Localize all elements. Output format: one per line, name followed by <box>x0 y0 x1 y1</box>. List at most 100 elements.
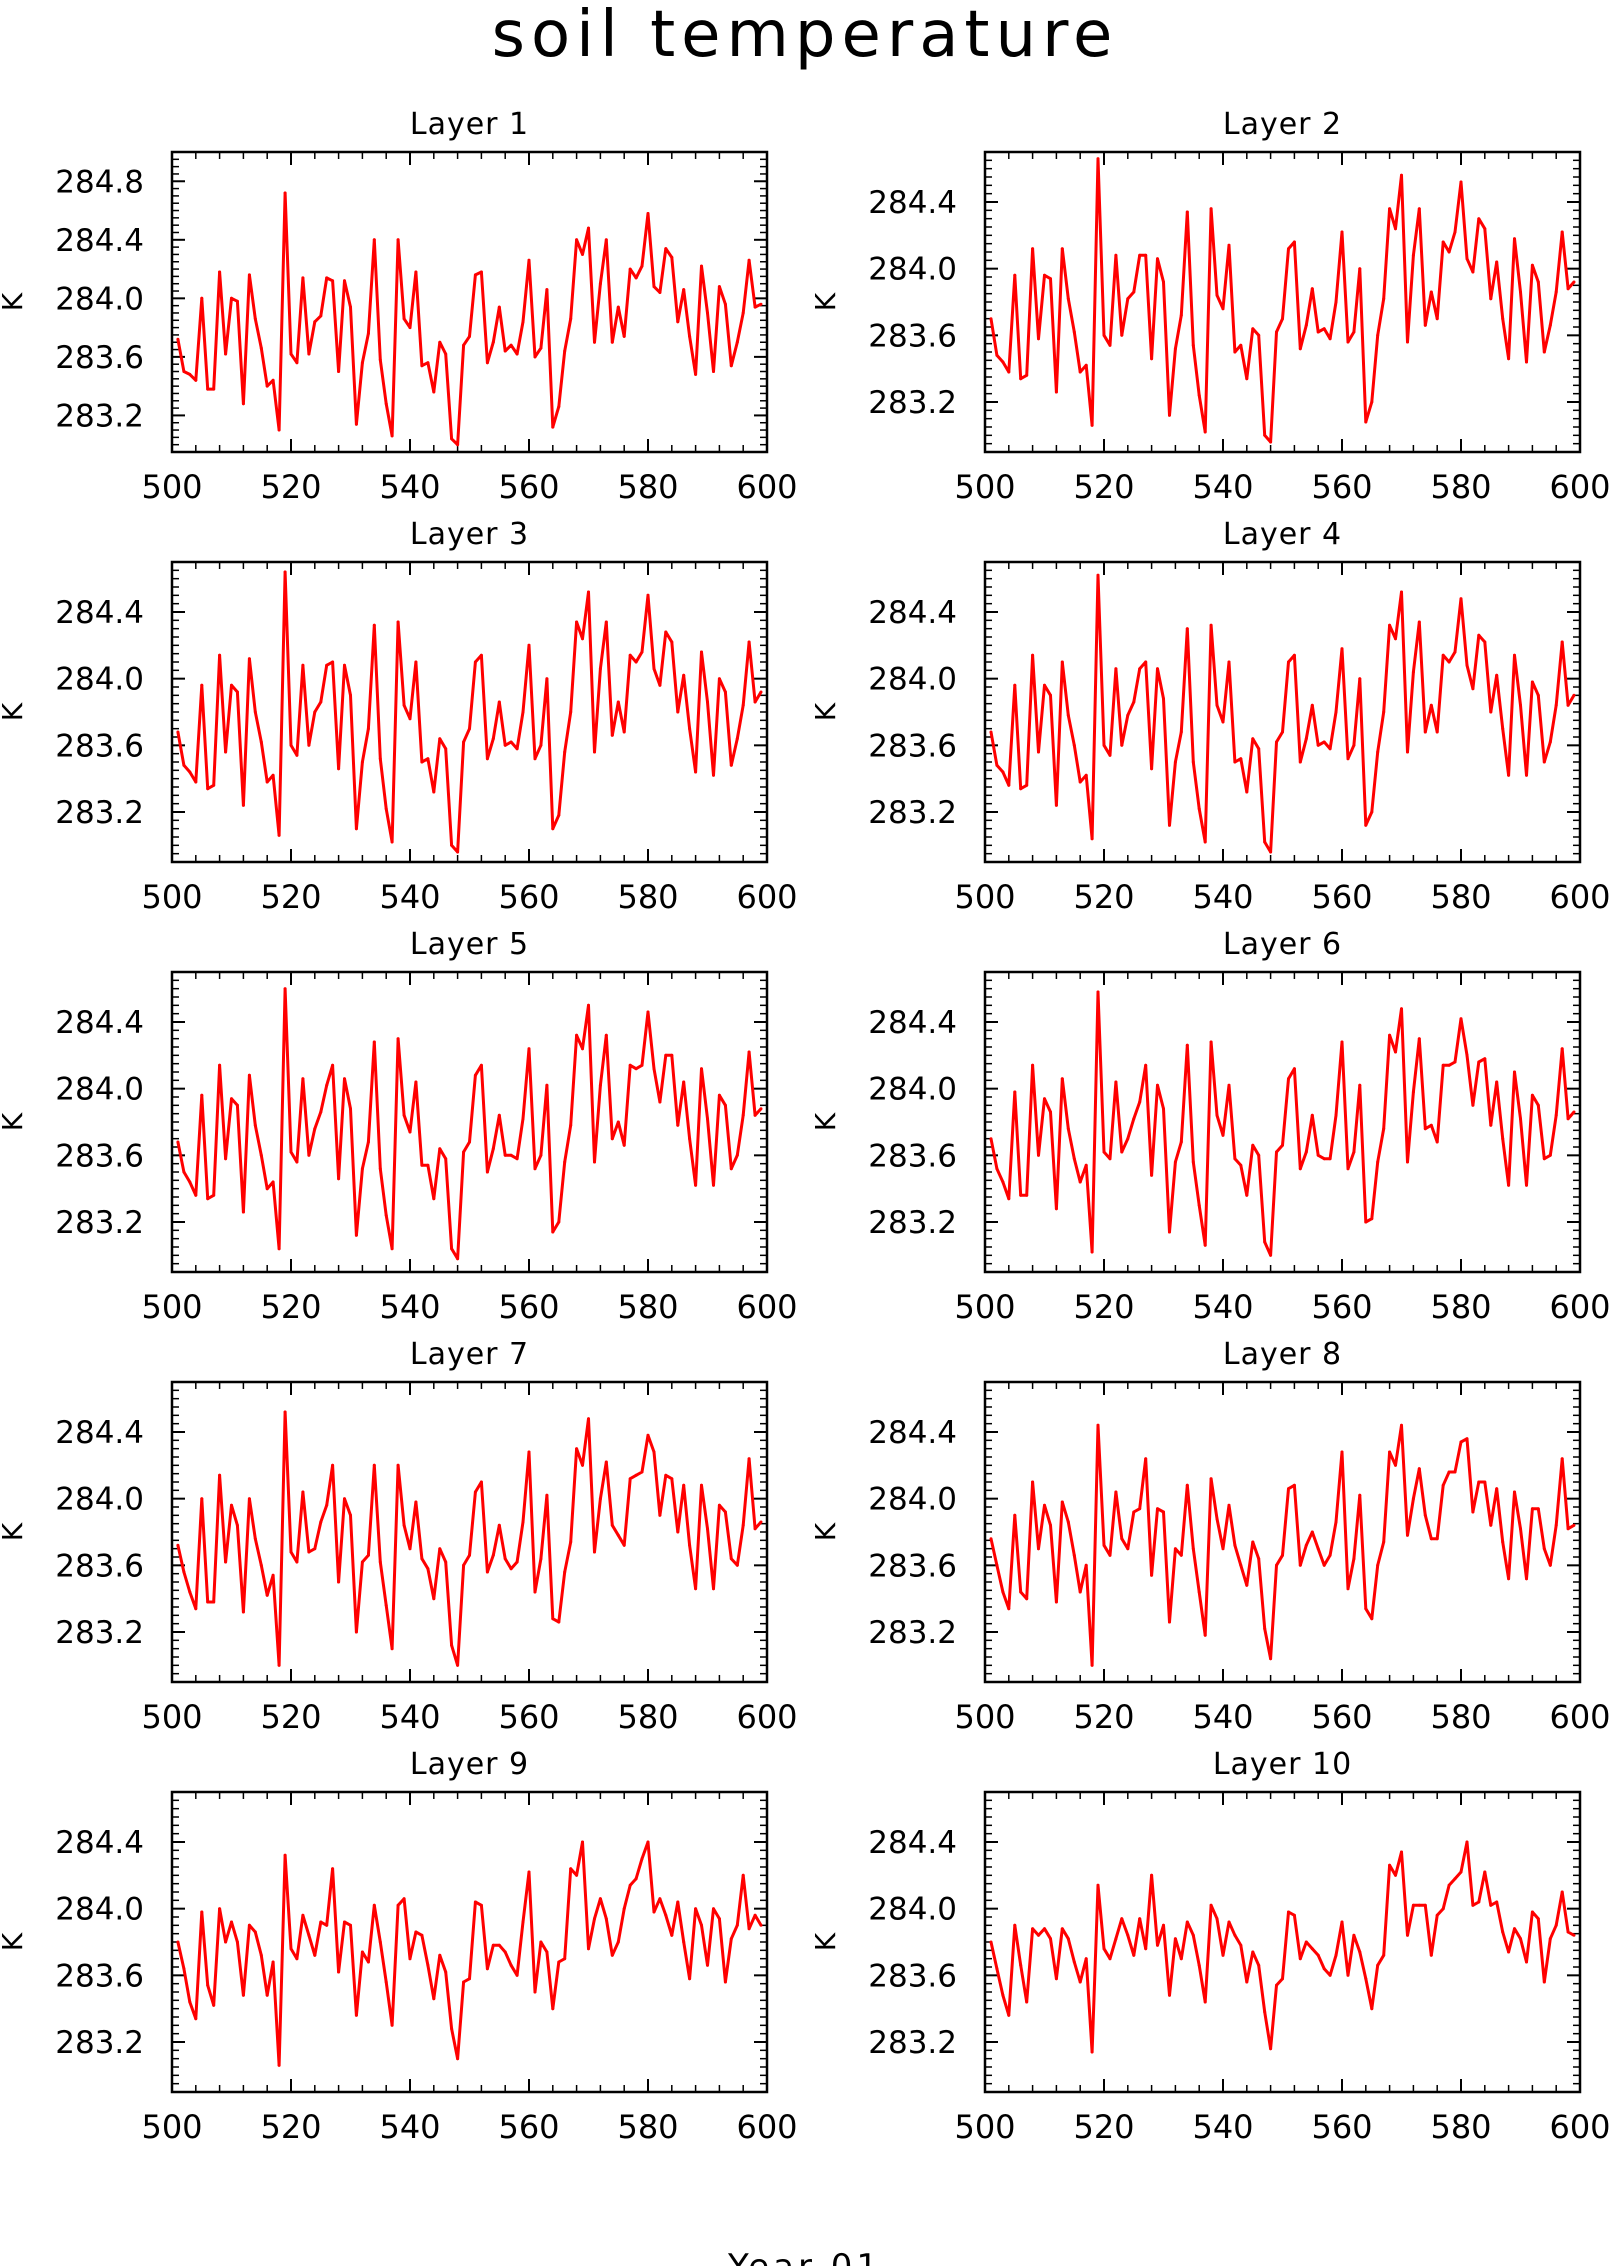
data-point <box>265 1593 269 1597</box>
data-point <box>593 750 596 754</box>
data-point <box>682 1080 686 1084</box>
data-point <box>1179 1957 1183 1961</box>
data-point <box>670 640 674 644</box>
data-point <box>1483 1057 1487 1061</box>
data-point <box>1328 1973 1332 1977</box>
data-point <box>1328 747 1332 751</box>
data-point <box>1185 1483 1189 1487</box>
data-point <box>759 1107 763 1111</box>
data-point <box>414 660 418 664</box>
data-point <box>337 1177 341 1181</box>
data-point <box>1239 1163 1243 1167</box>
data-point <box>1162 697 1165 701</box>
data-point <box>473 1073 477 1077</box>
x-tick-label: 540 <box>1192 878 1253 916</box>
data-point <box>1536 1103 1540 1107</box>
data-point <box>634 1067 638 1071</box>
y-tick-label: 283.6 <box>868 1958 957 1994</box>
data-point <box>557 813 561 817</box>
data-point <box>1209 207 1213 211</box>
data-point <box>1090 2050 1094 2054</box>
x-tick-label: 520 <box>1073 1698 1134 1736</box>
data-point <box>426 1963 430 1967</box>
data-point <box>1007 783 1011 787</box>
data-point <box>1560 1457 1564 1461</box>
data-point <box>682 1940 686 1944</box>
data-point <box>1185 1920 1189 1924</box>
data-point <box>598 1897 602 1901</box>
data-point <box>1358 677 1362 681</box>
data-point <box>1120 1150 1124 1154</box>
x-tick-label: 560 <box>498 468 559 506</box>
data-point <box>1560 640 1564 644</box>
data-point <box>301 1913 305 1917</box>
data-point <box>212 2003 216 2007</box>
data-point <box>1536 1507 1540 1511</box>
data-point <box>325 1503 329 1507</box>
data-point <box>265 384 269 388</box>
data-point <box>188 1180 192 1184</box>
panel-title: Layer 6 <box>1223 927 1342 962</box>
data-point <box>1185 1043 1189 1047</box>
data-point <box>1501 1540 1505 1544</box>
data-point <box>259 1563 263 1567</box>
data-point <box>1215 1917 1219 1921</box>
data-point <box>747 1050 751 1054</box>
figure-x-label: Year 01 <box>727 2247 882 2266</box>
data-point <box>735 1153 739 1157</box>
data-point <box>1281 317 1284 321</box>
data-point <box>1340 1450 1344 1454</box>
data-point <box>1501 727 1505 731</box>
data-point <box>759 1520 763 1524</box>
data-point <box>1334 1113 1338 1117</box>
data-point <box>1519 290 1522 294</box>
data-point <box>384 1603 388 1607</box>
data-point <box>1525 1577 1528 1581</box>
data-point <box>468 1553 471 1557</box>
y-tick-label: 284.4 <box>868 1825 957 1861</box>
data-point <box>1525 773 1528 777</box>
data-point <box>670 1053 674 1057</box>
x-tick-label: 540 <box>379 2108 440 2146</box>
data-point <box>569 710 573 714</box>
data-point <box>218 653 222 657</box>
data-point <box>1257 1153 1261 1157</box>
x-tick-label: 560 <box>1311 468 1372 506</box>
data-point <box>1453 650 1457 654</box>
data-point <box>224 352 228 356</box>
data-point <box>1304 323 1308 327</box>
x-tick-label: 520 <box>260 1288 321 1326</box>
panel-title: Layer 2 <box>1223 107 1342 142</box>
data-point <box>1322 1563 1326 1567</box>
data-point <box>1298 1957 1302 1961</box>
data-point <box>438 1147 442 1151</box>
data-point <box>247 1073 251 1077</box>
y-tick-label: 283.6 <box>868 1138 957 1174</box>
data-point <box>1060 660 1064 664</box>
data-point <box>1173 1160 1177 1164</box>
data-point <box>598 1083 602 1087</box>
data-point <box>1138 1917 1142 1921</box>
data-point <box>497 1523 501 1527</box>
data-point <box>533 1590 537 1594</box>
data-point <box>741 1113 745 1117</box>
data-point <box>610 1523 614 1527</box>
data-point <box>1031 1063 1035 1067</box>
data-point <box>337 1580 341 1584</box>
data-point <box>408 1130 412 1134</box>
data-point <box>652 1450 656 1454</box>
data-point <box>658 1897 662 1901</box>
data-point <box>271 1960 275 1964</box>
data-point <box>729 1167 733 1171</box>
data-point <box>1471 687 1475 691</box>
data-point <box>1554 1523 1558 1527</box>
data-point <box>1507 773 1511 777</box>
y-tick-label: 284.0 <box>868 1072 957 1108</box>
data-point <box>706 1527 709 1531</box>
data-point <box>1203 1633 1207 1637</box>
data-point <box>700 1067 703 1071</box>
data-point <box>366 332 370 335</box>
data-point <box>717 1503 721 1507</box>
data-point <box>1150 767 1154 771</box>
